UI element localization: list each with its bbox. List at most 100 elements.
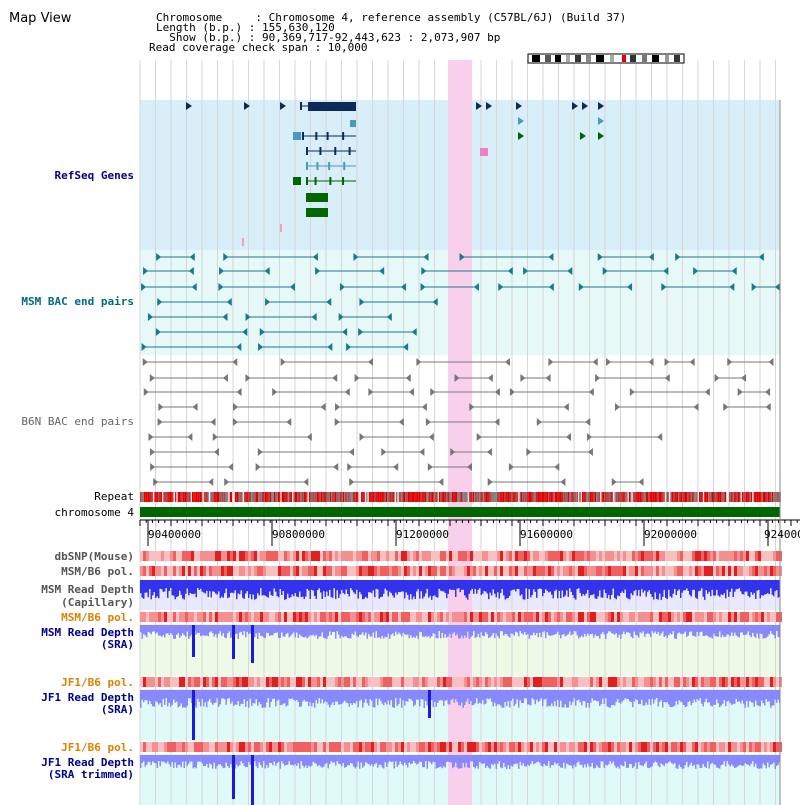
- track-label-msm-b6-pol-2[interactable]: MSM/B6 pol.: [61, 611, 134, 624]
- track-label-dbsnp[interactable]: dbSNP(Mouse): [54, 550, 134, 563]
- polymorphism-cell: [290, 566, 293, 576]
- read-depth-bar: [657, 625, 659, 632]
- repeat-segment: [773, 492, 775, 502]
- polymorphism-cell: [647, 551, 650, 561]
- repeat-segment: [260, 492, 263, 502]
- track-label-b6n-bac[interactable]: B6N BAC end pairs: [21, 415, 134, 428]
- read-depth-bar: [489, 625, 491, 638]
- read-depth-bar: [554, 755, 556, 763]
- track-label-jf1-b6-pol-1[interactable]: JF1/B6 pol.: [61, 676, 134, 689]
- read-depth-bar: [258, 580, 260, 596]
- repeat-segment: [762, 492, 764, 502]
- read-depth-bar: [611, 690, 613, 706]
- read-depth-bar: [233, 690, 235, 706]
- read-depth-bar: [528, 580, 530, 590]
- read-depth-bar: [143, 625, 145, 635]
- polymorphism-cell: [158, 677, 161, 687]
- track-label-msm-bac[interactable]: MSM BAC end pairs: [21, 295, 134, 308]
- polymorphism-cell: [671, 612, 674, 622]
- track-label-jf1-b6-pol-2[interactable]: JF1/B6 pol.: [61, 741, 134, 754]
- polymorphism-cell: [692, 612, 695, 622]
- read-depth-bar: [563, 690, 565, 708]
- track-label-repeat[interactable]: Repeat: [94, 490, 134, 503]
- read-depth-bar: [530, 690, 532, 706]
- bac-end: [592, 358, 598, 366]
- repeat-segment: [580, 492, 582, 502]
- polymorphism-cell: [599, 742, 602, 752]
- repeat-segment: [557, 492, 559, 502]
- repeat-segment: [358, 492, 360, 502]
- read-depth-bar: [686, 625, 688, 637]
- read-depth-bar: [186, 580, 188, 589]
- read-depth-bar: [734, 580, 736, 592]
- polymorphism-cell: [341, 677, 344, 687]
- read-depth-bar: [644, 625, 646, 637]
- read-depth-bar: [744, 625, 746, 635]
- read-depth-bar: [206, 690, 208, 708]
- read-depth-bar: [674, 690, 676, 706]
- polymorphism-cell: [548, 566, 551, 576]
- track-label-jf1-depth-trimmed[interactable]: JF1 Read Depth: [41, 756, 134, 769]
- read-depth-bar: [593, 690, 595, 701]
- read-depth-bar: [338, 580, 340, 599]
- read-depth-bar: [549, 580, 551, 592]
- polymorphism-cell: [653, 551, 656, 561]
- polymorphism-cell: [158, 742, 161, 752]
- repeat-segment: [619, 492, 621, 502]
- track-label-jf1-depth-sra[interactable]: JF1 Read Depth: [41, 691, 134, 704]
- polymorphism-cell: [323, 742, 326, 752]
- read-depth-bar: [648, 625, 650, 635]
- polymorphism-cell: [752, 566, 755, 576]
- polymorphism-cell: [302, 551, 305, 561]
- bac-end: [587, 448, 593, 456]
- polymorphism-cell: [671, 742, 674, 752]
- read-depth-bar: [339, 755, 341, 765]
- polymorphism-cell: [461, 551, 464, 561]
- polymorphism-cell: [431, 612, 434, 622]
- read-depth-bar: [596, 625, 598, 636]
- track-label-chromosome[interactable]: chromosome 4: [54, 506, 134, 519]
- read-depth-bar: [317, 755, 319, 767]
- read-depth-bar: [665, 755, 667, 764]
- read-depth-bar: [371, 625, 373, 637]
- polymorphism-cell: [665, 551, 668, 561]
- track-label-msm-b6-pol-1[interactable]: MSM/B6 pol.: [61, 565, 134, 578]
- read-depth-bar: [519, 580, 521, 596]
- repeat-segment: [201, 492, 203, 502]
- polymorphism-cell: [701, 612, 704, 622]
- polymorphism-cell: [221, 566, 224, 576]
- read-depth-bar: [737, 580, 739, 590]
- bac-end: [398, 418, 404, 426]
- track-label-msm-depth-capillary[interactable]: MSM Read Depth: [41, 583, 134, 596]
- read-depth-bar: [488, 580, 490, 600]
- read-depth-bar: [222, 755, 224, 769]
- polymorphism-cell: [359, 566, 362, 576]
- read-depth-bar: [351, 580, 353, 591]
- read-depth-bar: [344, 690, 346, 701]
- bac-end: [545, 374, 551, 382]
- read-depth-bar: [261, 690, 263, 708]
- read-depth-bar: [756, 755, 758, 769]
- read-depth-bar: [510, 625, 512, 634]
- read-depth-bar: [600, 625, 602, 634]
- track-label-refseq[interactable]: RefSeq Genes: [54, 169, 134, 182]
- read-depth-bar: [605, 690, 607, 699]
- polymorphism-cell: [380, 677, 383, 687]
- polymorphism-cell: [476, 677, 479, 687]
- polymorphism-cell: [473, 566, 476, 576]
- read-depth-bar: [276, 580, 278, 597]
- polymorphism-cell: [341, 566, 344, 576]
- polymorphism-cell: [245, 742, 248, 752]
- polymorphism-cell: [455, 566, 458, 576]
- read-depth-bar: [767, 690, 769, 702]
- read-depth-bar: [566, 625, 568, 636]
- polymorphism-cell: [311, 566, 314, 576]
- read-depth-bar: [503, 625, 505, 636]
- read-depth-bar: [425, 625, 427, 636]
- track-label-msm-depth-sra[interactable]: MSM Read Depth: [41, 626, 134, 639]
- polymorphism-cell: [650, 551, 653, 561]
- read-depth-bar: [603, 580, 605, 590]
- polymorphism-cell: [434, 612, 437, 622]
- read-depth-bar: [501, 625, 503, 632]
